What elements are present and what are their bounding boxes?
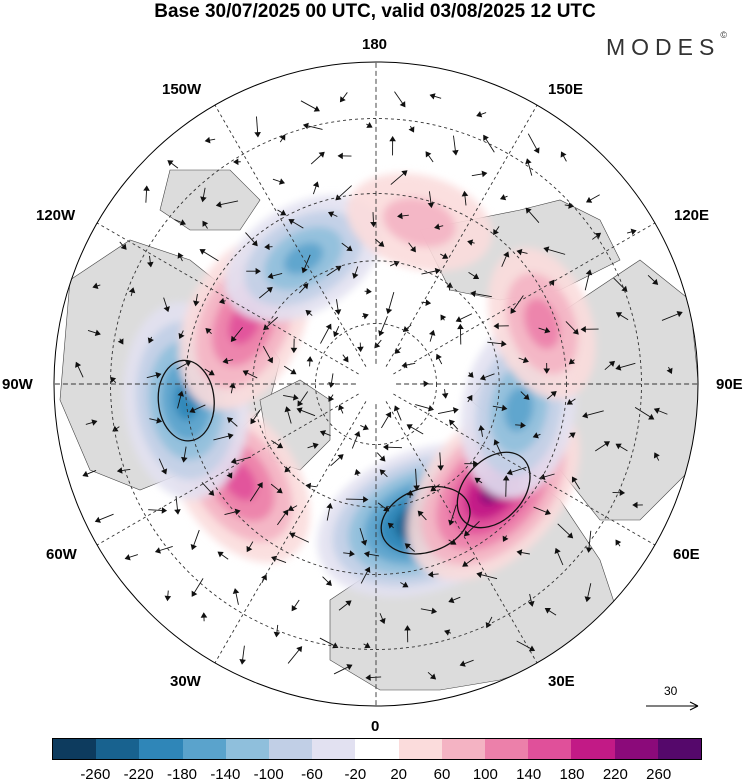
colorbar-segment: [571, 739, 614, 759]
colorbar-segment: [615, 739, 658, 759]
colorbar-tick-label: -140: [210, 766, 240, 783]
colorbar-segment: [399, 739, 442, 759]
colorbar: [52, 738, 702, 760]
colorbar-tick-label: 260: [646, 766, 671, 783]
lon-label-30e: 30E: [548, 673, 575, 691]
colorbar-tick-label: 20: [390, 766, 407, 783]
lon-label-0: 0: [371, 718, 379, 736]
lon-label-150e: 150E: [548, 81, 583, 99]
polar-map: [0, 0, 750, 730]
colorbar-segment: [183, 739, 226, 759]
colorbar-tick-label: -220: [124, 766, 154, 783]
colorbar-segment: [269, 739, 312, 759]
lon-label-30w: 30W: [170, 673, 201, 691]
colorbar-tick-label: 220: [603, 766, 628, 783]
colorbar-tick-label: -260: [80, 766, 110, 783]
colorbar-tick-label: 180: [559, 766, 584, 783]
colorbar-tick-label: -180: [167, 766, 197, 783]
lon-label-120e: 120E: [674, 207, 709, 225]
lon-label-60e: 60E: [673, 546, 700, 564]
colorbar-segment: [485, 739, 528, 759]
colorbar-tick-label: 100: [473, 766, 498, 783]
lon-label-90e: 90E: [716, 376, 743, 394]
colorbar-segment: [528, 739, 571, 759]
vector-reference-arrow-icon: [640, 682, 710, 712]
lon-label-120w: 120W: [36, 207, 75, 225]
colorbar-tick-label: -20: [344, 766, 366, 783]
colorbar-segment: [312, 739, 355, 759]
colorbar-tick-label: -100: [254, 766, 284, 783]
colorbar-segment: [226, 739, 269, 759]
lon-label-60w: 60W: [46, 546, 77, 564]
lon-label-180: 180: [362, 36, 387, 54]
colorbar-tick-label: -60: [301, 766, 323, 783]
lon-label-90w: 90W: [2, 376, 33, 394]
colorbar-segment: [355, 739, 398, 759]
colorbar-tick-label: 60: [434, 766, 451, 783]
colorbar-segment: [658, 739, 701, 759]
colorbar-segment: [53, 739, 96, 759]
colorbar-ticks: -260 -220 -180 -140 -100 -60 -20 20 60 100 140 180 2…: [0, 766, 750, 784]
colorbar-segment: [139, 739, 182, 759]
lon-label-150w: 150W: [162, 81, 201, 99]
colorbar-segment: [442, 739, 485, 759]
colorbar-segment: [96, 739, 139, 759]
colorbar-tick-label: 140: [516, 766, 541, 783]
